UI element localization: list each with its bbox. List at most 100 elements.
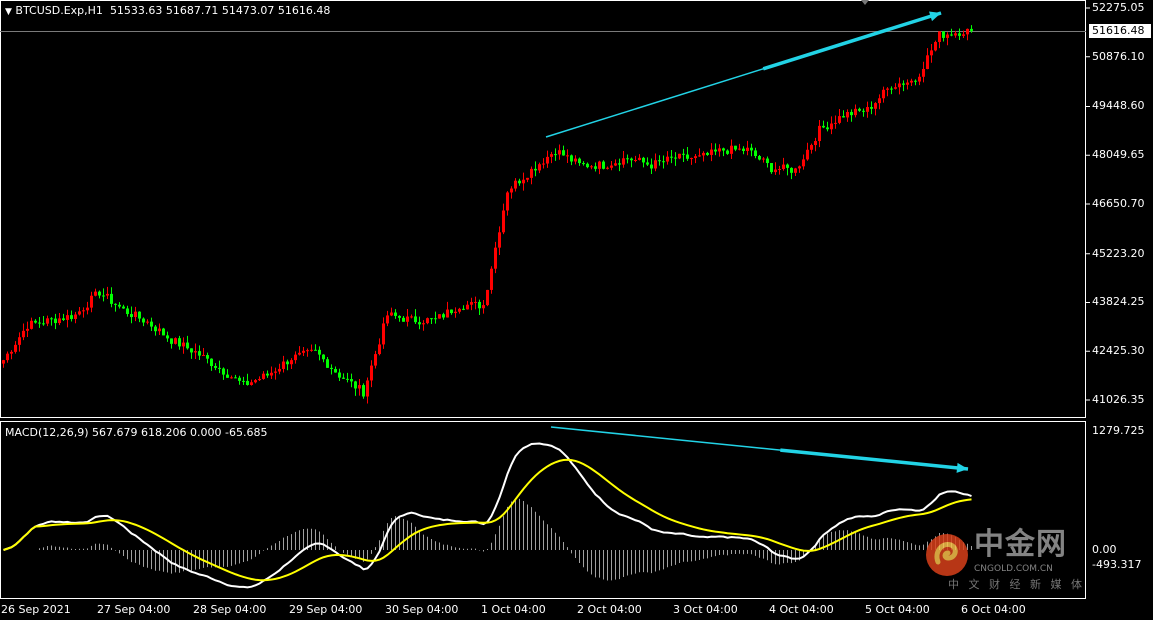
candle-body xyxy=(870,107,873,109)
candle-body xyxy=(66,315,69,320)
candle-body xyxy=(754,150,757,156)
price-axis-label: 42425.30 xyxy=(1092,344,1145,358)
candle-body xyxy=(442,314,445,318)
cngold-logo-icon xyxy=(926,534,968,576)
candle-body xyxy=(402,317,405,322)
candle-body xyxy=(290,360,293,365)
candle-body xyxy=(210,358,213,367)
candle-body xyxy=(274,371,277,373)
candle-body xyxy=(258,378,261,381)
candle-body xyxy=(510,188,513,193)
price-uptrend-arrow[interactable] xyxy=(545,11,942,138)
candle-body xyxy=(822,125,825,128)
candle-body xyxy=(682,153,685,155)
candle-body xyxy=(230,377,233,379)
candle-body xyxy=(202,355,205,357)
macd-downtrend-arrow[interactable] xyxy=(550,426,969,473)
candle-body xyxy=(54,318,57,324)
candle-body xyxy=(842,116,845,118)
candle-body xyxy=(326,359,329,368)
candle-body xyxy=(186,342,189,349)
candle-body xyxy=(534,168,537,171)
candle-body xyxy=(50,318,53,320)
candle-body xyxy=(750,147,753,151)
watermark-domain: CNGOLD.COM.CN xyxy=(974,564,1053,574)
candle-body xyxy=(722,148,725,151)
candle-body xyxy=(626,158,629,160)
candle-body xyxy=(774,169,777,173)
chart-shift-marker-icon[interactable] xyxy=(861,0,869,5)
candle-body xyxy=(966,28,969,35)
candle-body xyxy=(18,337,21,345)
price-uptrend-arrow-shaft-thick xyxy=(762,11,942,71)
candle-body xyxy=(406,316,409,322)
candle-body xyxy=(854,108,857,116)
candle-body xyxy=(866,107,869,112)
candle-body xyxy=(418,322,421,325)
candle-body xyxy=(586,163,589,168)
candle-body xyxy=(82,310,85,312)
candle-body xyxy=(498,232,501,248)
candle-body xyxy=(106,293,109,296)
candle-body xyxy=(282,361,285,369)
candle-body xyxy=(98,291,101,296)
candle-body xyxy=(386,315,389,324)
candle-body xyxy=(214,366,217,368)
candle-body xyxy=(306,350,309,352)
candle-body xyxy=(906,82,909,85)
candle-body xyxy=(42,323,45,325)
candle-body xyxy=(414,316,417,323)
candle-body xyxy=(806,149,809,160)
price-axis-label: 46650.70 xyxy=(1092,197,1145,210)
candle-body xyxy=(934,42,937,51)
candle-body xyxy=(170,338,173,344)
candle-body xyxy=(950,34,953,36)
candle-body xyxy=(646,162,649,165)
candle-body xyxy=(270,372,273,376)
candle-body xyxy=(930,50,933,56)
candle-body xyxy=(110,293,113,304)
candle-body xyxy=(410,316,413,318)
candle-body xyxy=(910,80,913,83)
candle-body xyxy=(718,148,721,152)
candle-body xyxy=(918,76,921,82)
candle-body xyxy=(670,156,673,158)
candle-body xyxy=(838,116,841,123)
candle-body xyxy=(778,168,781,170)
candle-body xyxy=(798,166,801,169)
candle-body xyxy=(686,154,689,159)
candle-body xyxy=(394,312,397,316)
candle-body xyxy=(862,110,865,112)
time-axis-label: 29 Sep 04:00 xyxy=(289,603,363,616)
candle-body xyxy=(958,33,961,36)
candle-body xyxy=(734,145,737,150)
candle-body xyxy=(858,108,861,111)
candle-body xyxy=(194,351,197,353)
candle-body xyxy=(574,158,577,162)
candle-body xyxy=(86,307,89,311)
candle-body xyxy=(438,314,441,319)
symbol-header: ▼ BTCUSD.Exp,H1 51533.63 51687.71 51473.… xyxy=(5,4,330,17)
trend-arrows[interactable] xyxy=(545,11,969,473)
dropdown-triangle-icon[interactable]: ▼ xyxy=(5,7,12,17)
candle-body xyxy=(206,355,209,359)
candle-body xyxy=(770,163,773,173)
candle-body xyxy=(398,315,401,318)
candle-body xyxy=(898,83,901,88)
candle-body xyxy=(350,379,353,382)
candle-body xyxy=(802,159,805,167)
candle-body xyxy=(954,33,957,36)
candle-body xyxy=(542,163,545,165)
price-axis-label: 52275.05 xyxy=(1092,1,1145,14)
candle-body xyxy=(714,149,717,152)
time-axis-label: 30 Sep 04:00 xyxy=(385,603,459,616)
candle-body xyxy=(322,354,325,360)
candle-body xyxy=(622,158,625,165)
candle-body xyxy=(58,318,61,324)
candle-body xyxy=(762,158,765,160)
candle-body xyxy=(162,328,165,336)
candle-body xyxy=(190,348,193,353)
candle-body xyxy=(298,352,301,355)
candle-body xyxy=(922,68,925,77)
